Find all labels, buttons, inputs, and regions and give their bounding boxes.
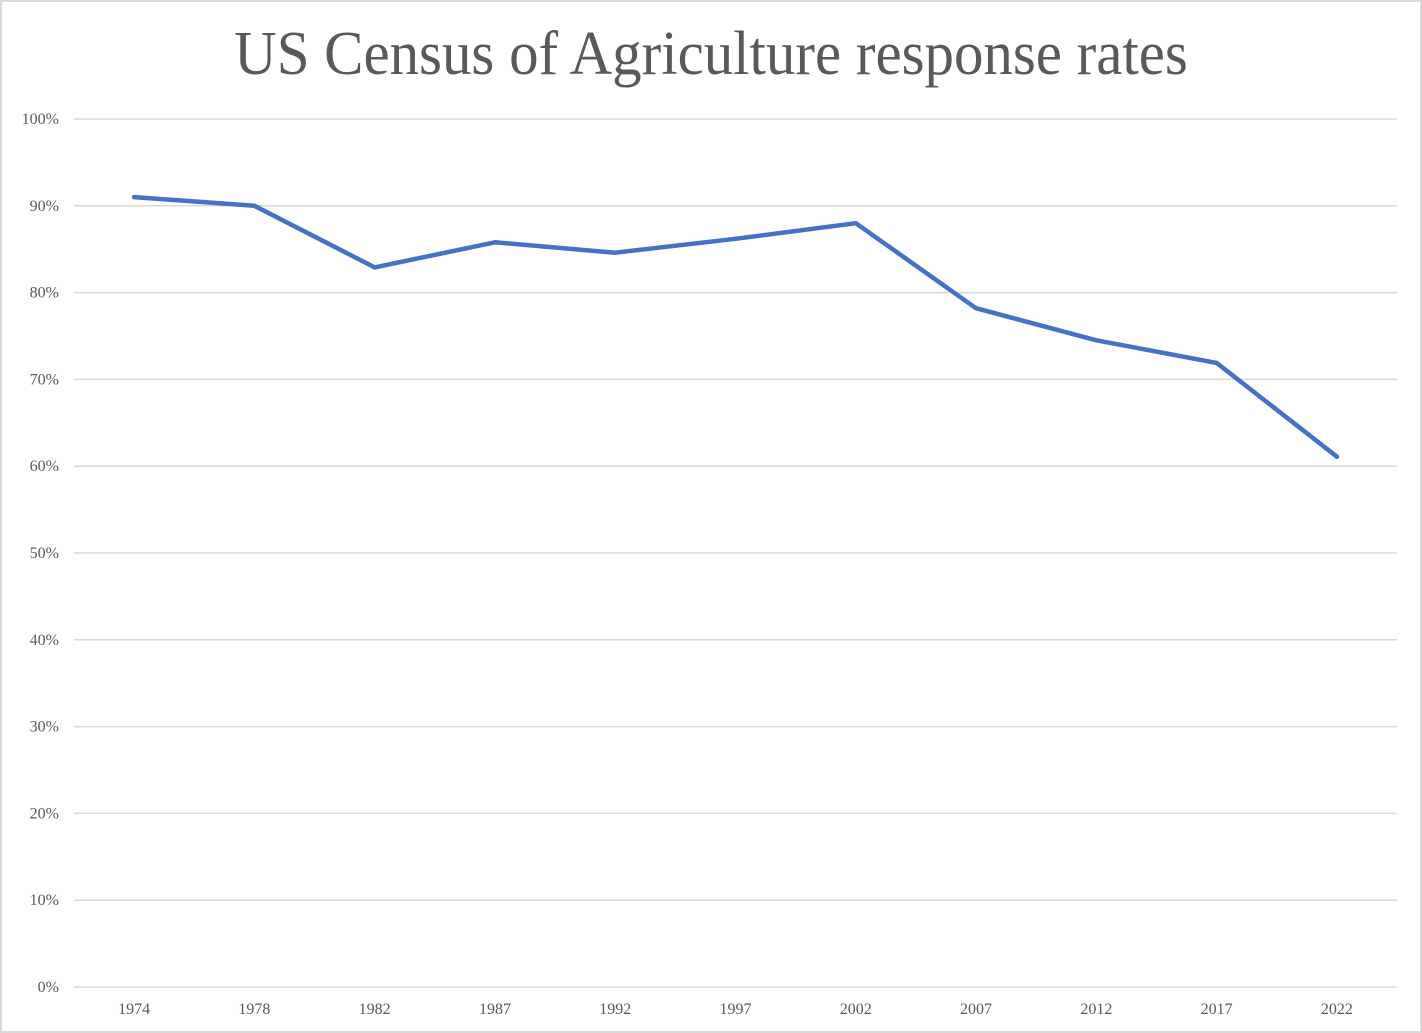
data-point <box>252 203 257 208</box>
chart-title: US Census of Agriculture response rates <box>234 20 1188 88</box>
x-tick-label: 2002 <box>840 1001 872 1018</box>
y-tick-label: 60% <box>30 458 59 475</box>
x-tick-label: 2012 <box>1080 1001 1112 1018</box>
y-tick-label: 70% <box>30 371 59 388</box>
y-tick-label: 0% <box>38 979 59 996</box>
x-tick-label: 2022 <box>1321 1001 1353 1018</box>
data-point <box>733 236 738 241</box>
data-point <box>131 194 137 200</box>
y-tick-label: 30% <box>30 719 59 736</box>
x-tick-label: 2007 <box>960 1001 992 1018</box>
data-point <box>492 240 498 245</box>
x-tick-label: 1982 <box>359 1001 391 1018</box>
gridlines <box>74 118 1397 988</box>
y-axis-tick-labels: 0% 10% 20% 30% 40% 50% 60% 70% 80% 90% 100% <box>22 111 59 996</box>
data-point <box>613 250 618 255</box>
y-tick-label: 40% <box>30 632 59 649</box>
data-point <box>853 220 858 226</box>
y-tick-label: 10% <box>30 892 59 909</box>
y-tick-label: 50% <box>30 545 59 562</box>
x-tick-label: 1987 <box>479 1001 511 1018</box>
data-point <box>1334 454 1340 459</box>
data-point <box>1214 360 1219 366</box>
x-tick-label: 1997 <box>720 1001 752 1018</box>
series-line <box>131 194 1340 459</box>
y-tick-label: 90% <box>30 198 59 215</box>
y-tick-label: 80% <box>30 285 59 302</box>
x-tick-label: 2017 <box>1201 1001 1233 1018</box>
y-tick-label: 100% <box>22 111 59 128</box>
y-tick-label: 20% <box>30 805 59 822</box>
data-point <box>1094 338 1099 343</box>
series-group <box>131 194 1340 459</box>
x-axis-tick-labels: 1974 1978 1982 1987 1992 1997 2002 2007 2012 2017… <box>118 1001 1353 1018</box>
data-point <box>372 265 377 270</box>
data-point <box>973 306 979 311</box>
x-tick-label: 1974 <box>118 1001 150 1018</box>
x-tick-label: 1992 <box>599 1001 631 1018</box>
x-tick-label: 1978 <box>238 1001 270 1018</box>
